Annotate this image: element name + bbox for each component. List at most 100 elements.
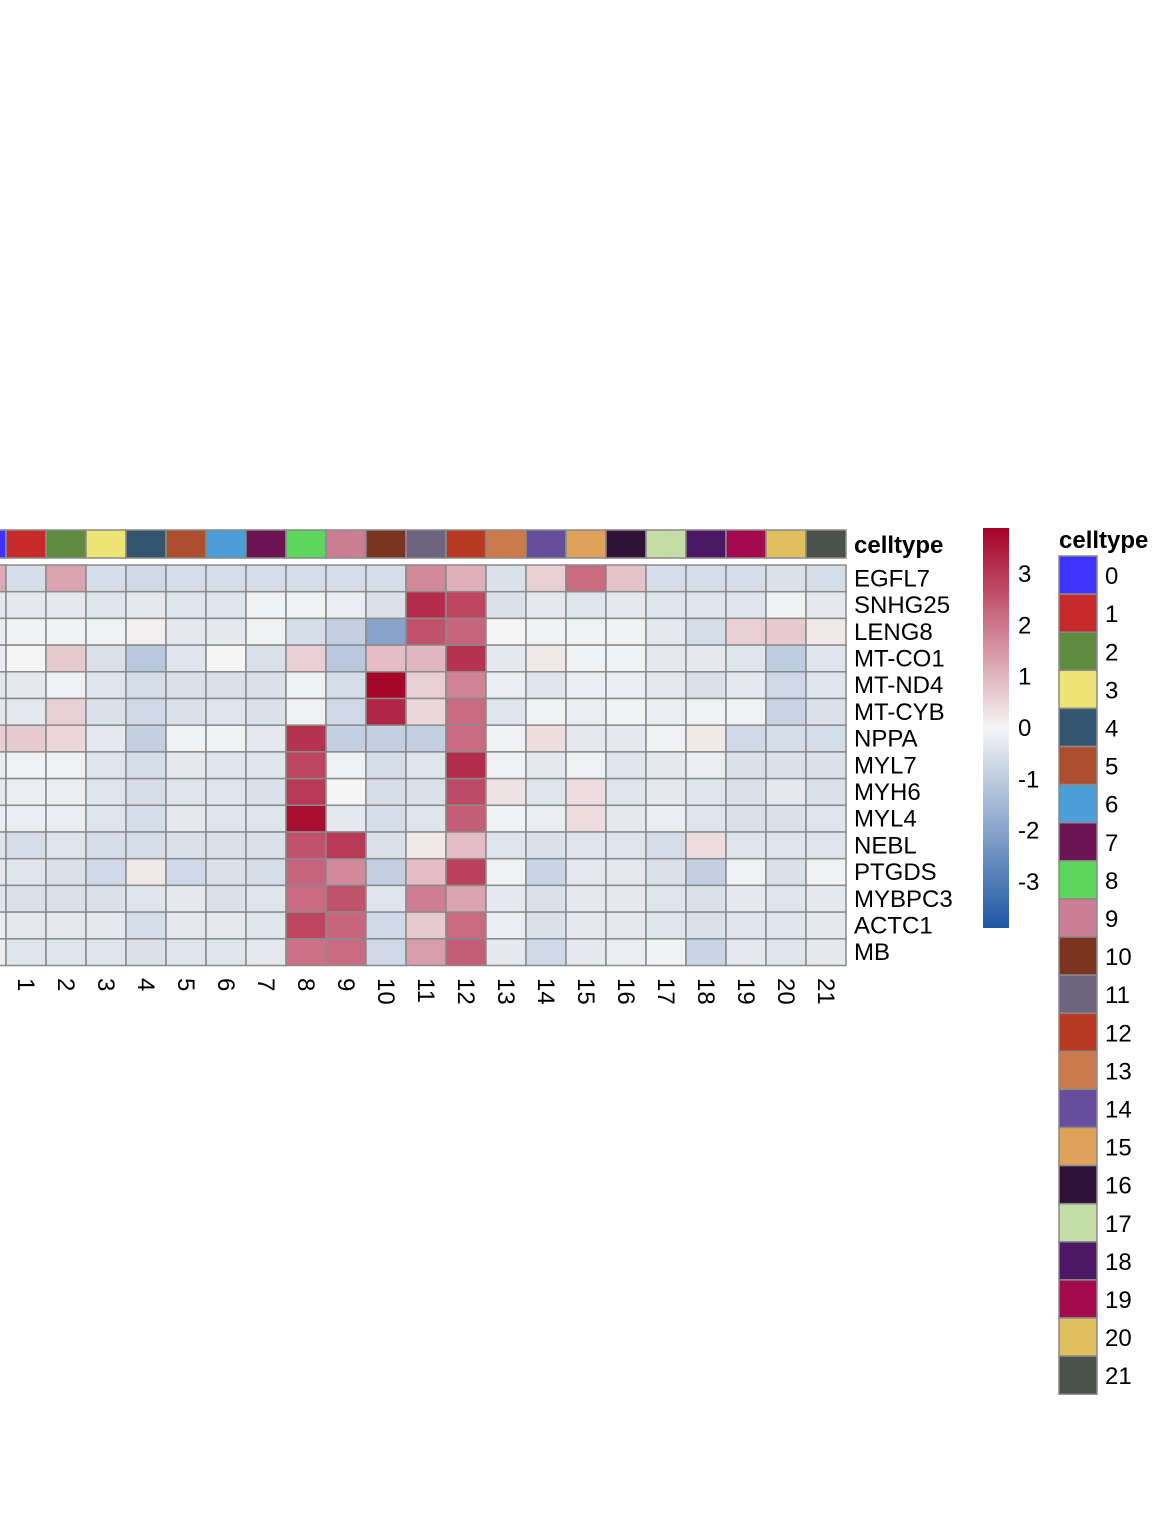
legend-swatch-0 — [1058, 555, 1098, 595]
annotation-cell-19 — [725, 529, 767, 559]
cluster-label-13: 13 — [492, 978, 519, 1005]
cluster-label-3: 3 — [92, 978, 119, 991]
legend-label-4: 4 — [1105, 715, 1118, 742]
heatmap-cell-NEBL-8 — [285, 831, 327, 860]
heatmap-cell-MYBPC3-12 — [445, 884, 487, 913]
cluster-label-21: 21 — [812, 978, 839, 1005]
heatmap-cell-EGFL7-11 — [405, 564, 447, 593]
heatmap-cell-ACTC1-9 — [325, 911, 367, 940]
heatmap-cell-MYL4-17 — [645, 804, 687, 833]
heatmap-cell-NPPA-17 — [645, 724, 687, 753]
heatmap-cell-MYL4-4 — [125, 804, 167, 833]
heatmap-cell-MYL4-2 — [45, 804, 87, 833]
heatmap-cell-MT-CO1-3 — [85, 644, 127, 673]
heatmap-cell-LENG8-0 — [0, 617, 7, 646]
heatmap-cell-PTGDS-9 — [325, 857, 367, 887]
heatmap-cell-MYL7-10 — [365, 751, 407, 780]
heatmap-cell-MT-ND4-15 — [565, 671, 607, 700]
heatmap-cell-EGFL7-0 — [0, 564, 7, 593]
heatmap-cell-EGFL7-6 — [205, 564, 247, 593]
heatmap-cell-MT-ND4-10 — [365, 671, 407, 700]
heatmap-cell-NEBL-1 — [5, 831, 47, 860]
cluster-label-4: 4 — [132, 978, 159, 991]
heatmap-cell-MYH6-12 — [445, 777, 487, 807]
heatmap-cell-MYL4-21 — [805, 804, 847, 833]
cluster-label-16: 16 — [612, 978, 639, 1005]
heatmap-cell-MB-6 — [205, 938, 247, 967]
heatmap-cell-SNHG25-9 — [325, 590, 367, 620]
legend-label-18: 18 — [1105, 1249, 1132, 1276]
heatmap-cell-ACTC1-5 — [165, 911, 207, 940]
heatmap-cell-PTGDS-4 — [125, 857, 167, 887]
heatmap-cell-MB-10 — [365, 938, 407, 967]
heatmap-cell-NPPA-7 — [245, 724, 287, 753]
heatmap-cell-MT-ND4-8 — [285, 671, 327, 700]
heatmap-cell-LENG8-12 — [445, 617, 487, 646]
heatmap-cell-MYL4-11 — [405, 804, 447, 833]
heatmap-cell-MB-18 — [685, 938, 727, 967]
cluster-label-18: 18 — [692, 978, 719, 1005]
heatmap-cell-LENG8-18 — [685, 617, 727, 646]
heatmap-cell-ACTC1-12 — [445, 911, 487, 940]
heatmap-cell-ACTC1-18 — [685, 911, 727, 940]
heatmap-cell-MB-2 — [45, 938, 87, 967]
heatmap-cell-MYH6-16 — [605, 777, 647, 807]
heatmap-cell-NEBL-20 — [765, 831, 807, 860]
heatmap-cell-MYBPC3-1 — [5, 884, 47, 913]
heatmap-cell-MT-ND4-6 — [205, 671, 247, 700]
heatmap-cell-MB-15 — [565, 938, 607, 967]
legend-label-20: 20 — [1105, 1325, 1132, 1352]
heatmap-cell-LENG8-14 — [525, 617, 567, 646]
heatmap-cell-NEBL-7 — [245, 831, 287, 860]
heatmap-cell-MYH6-2 — [45, 777, 87, 807]
cluster-label-17: 17 — [652, 978, 679, 1005]
heatmap-cell-MYBPC3-11 — [405, 884, 447, 913]
heatmap-cell-MB-20 — [765, 938, 807, 967]
heatmap-cell-SNHG25-14 — [525, 590, 567, 620]
heatmap-cell-MYBPC3-3 — [85, 884, 127, 913]
color-scale-tick-2: 2 — [1018, 612, 1031, 639]
heatmap-cell-MYL7-18 — [685, 751, 727, 780]
legend-swatch-14 — [1058, 1088, 1098, 1129]
heatmap-cell-MYL4-0 — [0, 804, 7, 833]
annotation-cell-8 — [285, 529, 327, 559]
heatmap-cell-MB-19 — [725, 938, 767, 967]
gene-label-MB: MB — [854, 939, 890, 966]
legend-swatch-5 — [1058, 745, 1098, 786]
heatmap-cell-MT-CO1-9 — [325, 644, 367, 673]
heatmap-cell-NEBL-12 — [445, 831, 487, 860]
heatmap-cell-MT-CYB-19 — [725, 697, 767, 726]
heatmap-cell-NPPA-14 — [525, 724, 567, 753]
legend-swatch-15 — [1058, 1126, 1098, 1167]
heatmap-cell-MYBPC3-9 — [325, 884, 367, 913]
heatmap-cell-MT-CO1-17 — [645, 644, 687, 673]
heatmap-cell-MT-ND4-17 — [645, 671, 687, 700]
heatmap-cell-PTGDS-2 — [45, 857, 87, 887]
gene-label-MYL4: MYL4 — [854, 806, 917, 833]
gene-label-MYH6: MYH6 — [854, 779, 921, 806]
heatmap-cell-MYL7-14 — [525, 751, 567, 780]
cluster-label-20: 20 — [772, 978, 799, 1005]
heatmap-cell-MYH6-5 — [165, 777, 207, 807]
heatmap-cell-NEBL-4 — [125, 831, 167, 860]
heatmap-cell-LENG8-16 — [605, 617, 647, 646]
heatmap-cell-LENG8-7 — [245, 617, 287, 646]
heatmap-cell-LENG8-15 — [565, 617, 607, 646]
heatmap-cell-LENG8-9 — [325, 617, 367, 646]
heatmap-cell-LENG8-4 — [125, 617, 167, 646]
heatmap-cell-SNHG25-1 — [5, 590, 47, 620]
heatmap-cell-MYH6-6 — [205, 777, 247, 807]
heatmap-cell-MYL7-11 — [405, 751, 447, 780]
heatmap-cell-MT-CYB-8 — [285, 697, 327, 726]
heatmap-cell-MYH6-21 — [805, 777, 847, 807]
heatmap-cell-MYBPC3-0 — [0, 884, 7, 913]
heatmap-cell-MB-8 — [285, 938, 327, 967]
legend-label-15: 15 — [1105, 1135, 1132, 1162]
gene-label-LENG8: LENG8 — [854, 619, 933, 646]
heatmap-cell-SNHG25-19 — [725, 590, 767, 620]
heatmap-cell-MT-ND4-20 — [765, 671, 807, 700]
heatmap-cell-EGFL7-4 — [125, 564, 167, 593]
heatmap-cell-ACTC1-6 — [205, 911, 247, 940]
cluster-label-19: 19 — [732, 978, 759, 1005]
heatmap-cell-MYL4-20 — [765, 804, 807, 833]
